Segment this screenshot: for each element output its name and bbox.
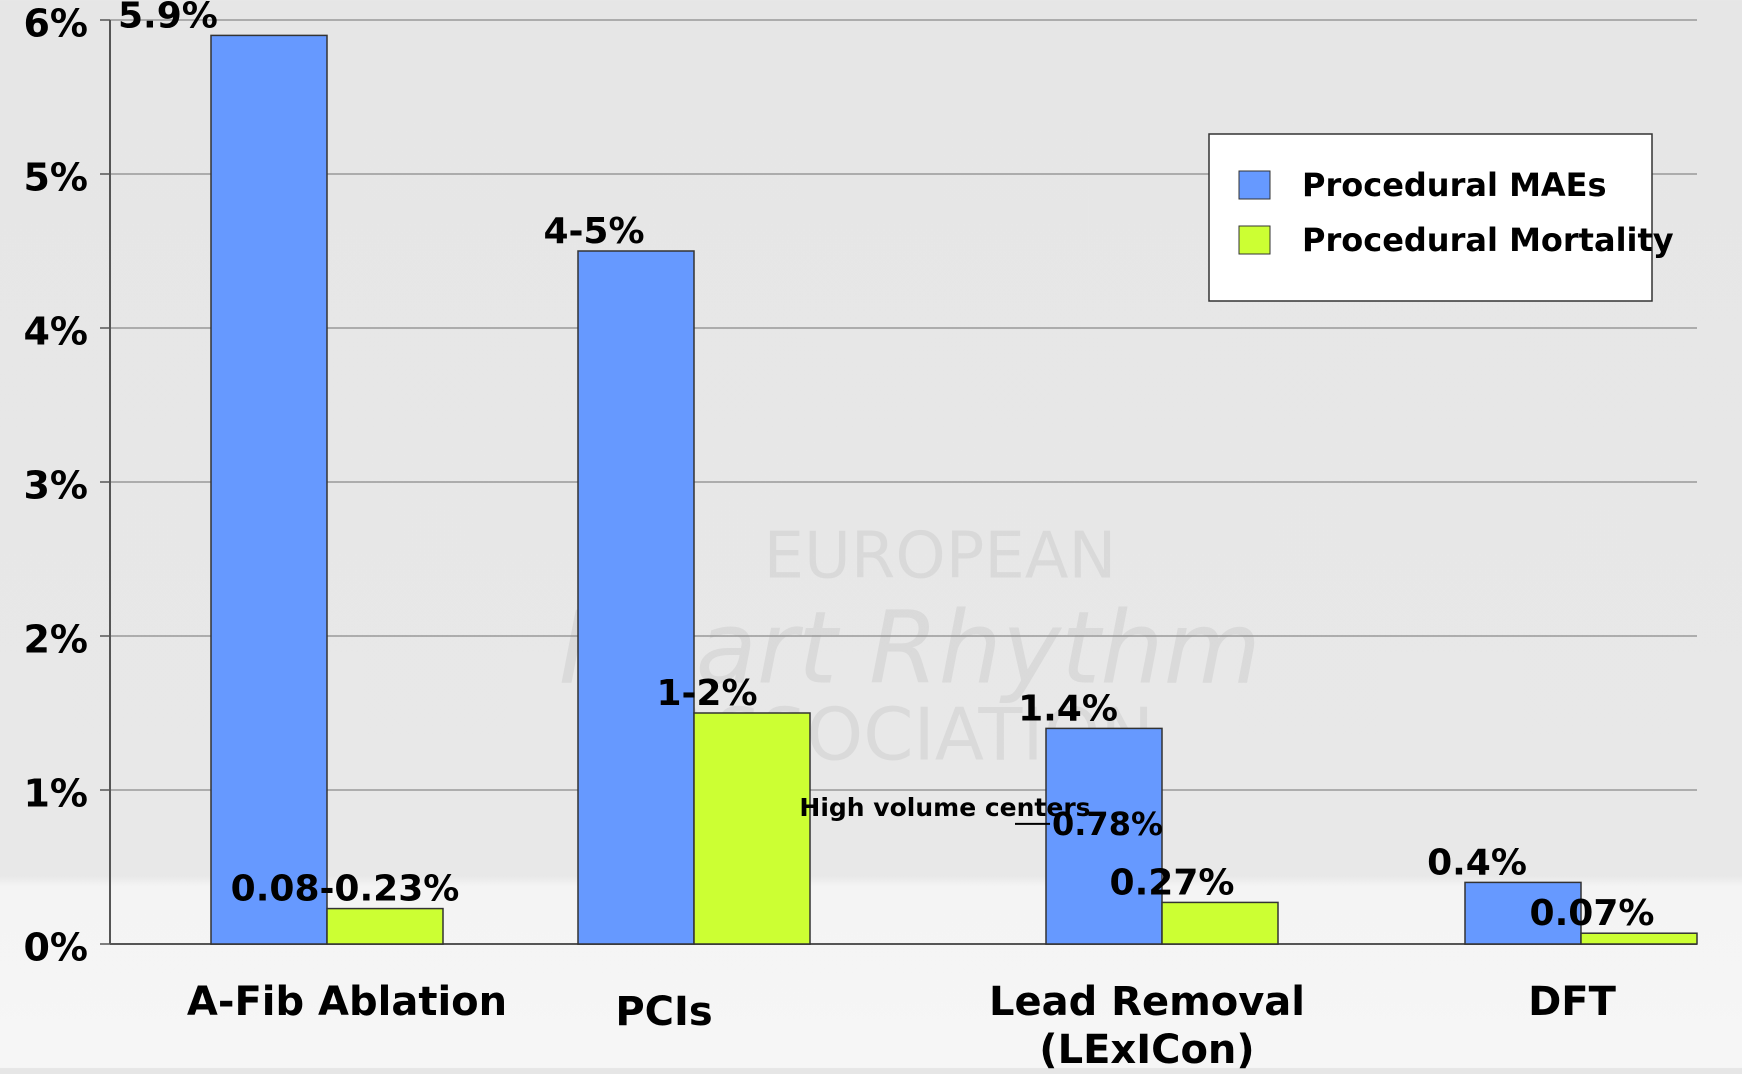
value-label: 1-2% [656,673,757,714]
value-label: 0.4% [1427,842,1527,883]
bar [326,907,444,945]
legend-swatch [1238,225,1271,255]
bar [1580,932,1698,945]
legend-swatch [1238,170,1271,200]
x-tick-label: DFT [1528,979,1616,1025]
y-tick-label: 0% [23,926,88,970]
y-tick-label: 5% [23,156,88,200]
value-label: 4-5% [543,211,644,252]
legend-label: Procedural Mortality [1302,221,1674,259]
y-tick-label: 4% [23,310,88,354]
value-label: 1.4% [1018,688,1118,729]
y-tick-label: 1% [23,772,88,816]
annotation: High volume centers [799,793,1090,822]
bar [1045,727,1163,945]
legend-label: Procedural MAEs [1302,166,1607,204]
value-label: 0.27% [1110,862,1235,903]
y-tick-label: 2% [23,618,88,662]
bar [210,34,328,945]
bar [1161,901,1279,945]
x-tick-label: Lead Removal (LExICon) [988,979,1306,1073]
value-label: 0.07% [1530,893,1655,934]
bar [693,712,811,945]
x-tick-label: A-Fib Ablation [186,979,508,1025]
bar [1464,881,1582,945]
annotation-label: 0.78% [1052,805,1163,843]
value-label: 5.9% [118,0,218,36]
x-tick-label: PCIs [615,989,713,1035]
legend-box [1208,133,1653,302]
bar [577,250,695,945]
value-label: 0.08-0.23% [231,869,460,910]
y-tick-label: 3% [23,464,88,508]
y-tick-label: 6% [23,2,88,46]
watermark: EUROPEAN [764,520,1117,594]
